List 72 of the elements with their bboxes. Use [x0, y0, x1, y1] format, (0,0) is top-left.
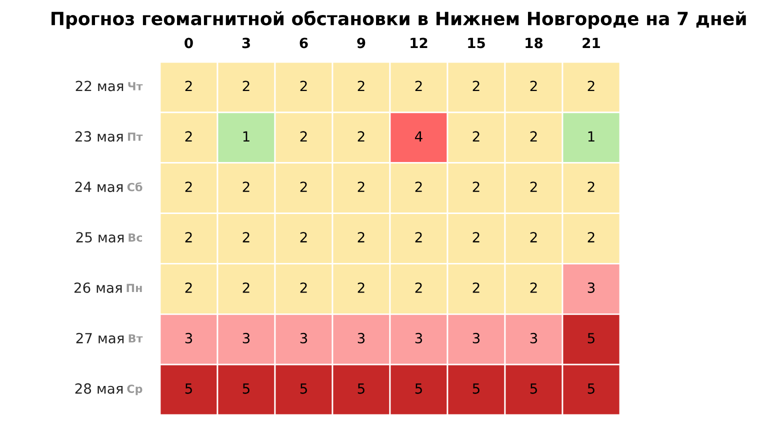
data-label: 3 — [242, 332, 250, 344]
data-label: 3 — [358, 332, 365, 344]
data-label: 3 — [588, 282, 595, 293]
y-tick-label: 26 мая Пн — [74, 282, 142, 293]
data-label: 3 — [300, 332, 308, 344]
data-label: 2 — [472, 80, 480, 92]
chart-title: Прогноз геомагнитной обстановки в Нижнем Новгороде на 7 дней — [52, 10, 746, 29]
x-tick-label: 9 — [357, 38, 366, 48]
data-label: 2 — [530, 232, 537, 242]
data-label: 2 — [472, 282, 480, 293]
data-label: 2 — [358, 282, 364, 293]
data-label: 2 — [358, 232, 364, 242]
x-tick-label: 21 — [582, 38, 600, 48]
data-label: 2 — [588, 182, 594, 192]
data-label: 2 — [185, 80, 192, 92]
data-label: 2 — [530, 80, 537, 92]
data-label: 2 — [472, 131, 480, 142]
data-label: 4 — [415, 131, 422, 142]
data-label: 1 — [243, 131, 250, 142]
data-label: 2 — [300, 182, 307, 192]
y-tick-label: 23 мая Пт — [75, 131, 143, 142]
data-label: 5 — [530, 383, 537, 394]
data-label: 3 — [415, 332, 422, 344]
data-label: 5 — [300, 383, 307, 394]
data-label: 2 — [588, 232, 594, 242]
data-label: 5 — [588, 333, 594, 344]
data-label: 2 — [358, 131, 364, 142]
data-label: 2 — [300, 282, 307, 293]
data-label: 2 — [472, 232, 480, 242]
data-label: 2 — [530, 282, 537, 293]
data-label: 2 — [185, 232, 192, 242]
data-label: 2 — [358, 182, 364, 192]
data-label: 5 — [472, 383, 480, 394]
y-tick-label: 27 мая Вт — [76, 332, 143, 344]
data-label: 3 — [530, 332, 538, 344]
y-tick-label: 22 мая Чт — [76, 80, 143, 92]
data-label: 2 — [242, 182, 250, 192]
data-label: 2 — [242, 282, 250, 293]
data-label: 3 — [472, 332, 480, 344]
data-label: 2 — [185, 182, 192, 192]
data-label: 3 — [185, 332, 192, 344]
data-label: 2 — [415, 182, 422, 192]
data-label: 5 — [415, 383, 422, 394]
data-label: 2 — [358, 80, 364, 92]
data-label: 2 — [185, 282, 192, 293]
data-label: 2 — [185, 131, 192, 142]
data-label: 2 — [242, 232, 250, 242]
data-label: 2 — [300, 232, 307, 242]
x-tick-label: 3 — [242, 38, 250, 48]
data-label: 2 — [415, 80, 422, 92]
data-label: 5 — [242, 383, 250, 394]
data-label: 5 — [358, 383, 364, 394]
data-label: 2 — [415, 282, 422, 293]
data-label: 2 — [588, 80, 594, 92]
y-tick-label: 24 мая Сб — [75, 182, 142, 192]
x-tick-label: 12 — [410, 38, 428, 48]
y-tick-label: 28 мая Ср — [75, 383, 142, 396]
data-label: 2 — [472, 182, 480, 192]
data-label: 2 — [300, 80, 307, 92]
x-tick-label: 15 — [468, 38, 485, 48]
data-label: 2 — [242, 80, 250, 92]
y-tick-label: 25 мая Вс — [76, 232, 142, 243]
data-label: 5 — [588, 383, 594, 394]
data-label: 5 — [185, 383, 192, 394]
data-label: 2 — [530, 182, 537, 192]
x-tick-label: 18 — [526, 38, 543, 48]
data-label: 1 — [588, 131, 594, 142]
x-tick-label: 0 — [184, 38, 193, 48]
data-label: 2 — [300, 131, 307, 142]
x-tick-label: 6 — [300, 38, 308, 48]
data-label: 2 — [415, 232, 422, 242]
data-label: 2 — [530, 131, 537, 142]
